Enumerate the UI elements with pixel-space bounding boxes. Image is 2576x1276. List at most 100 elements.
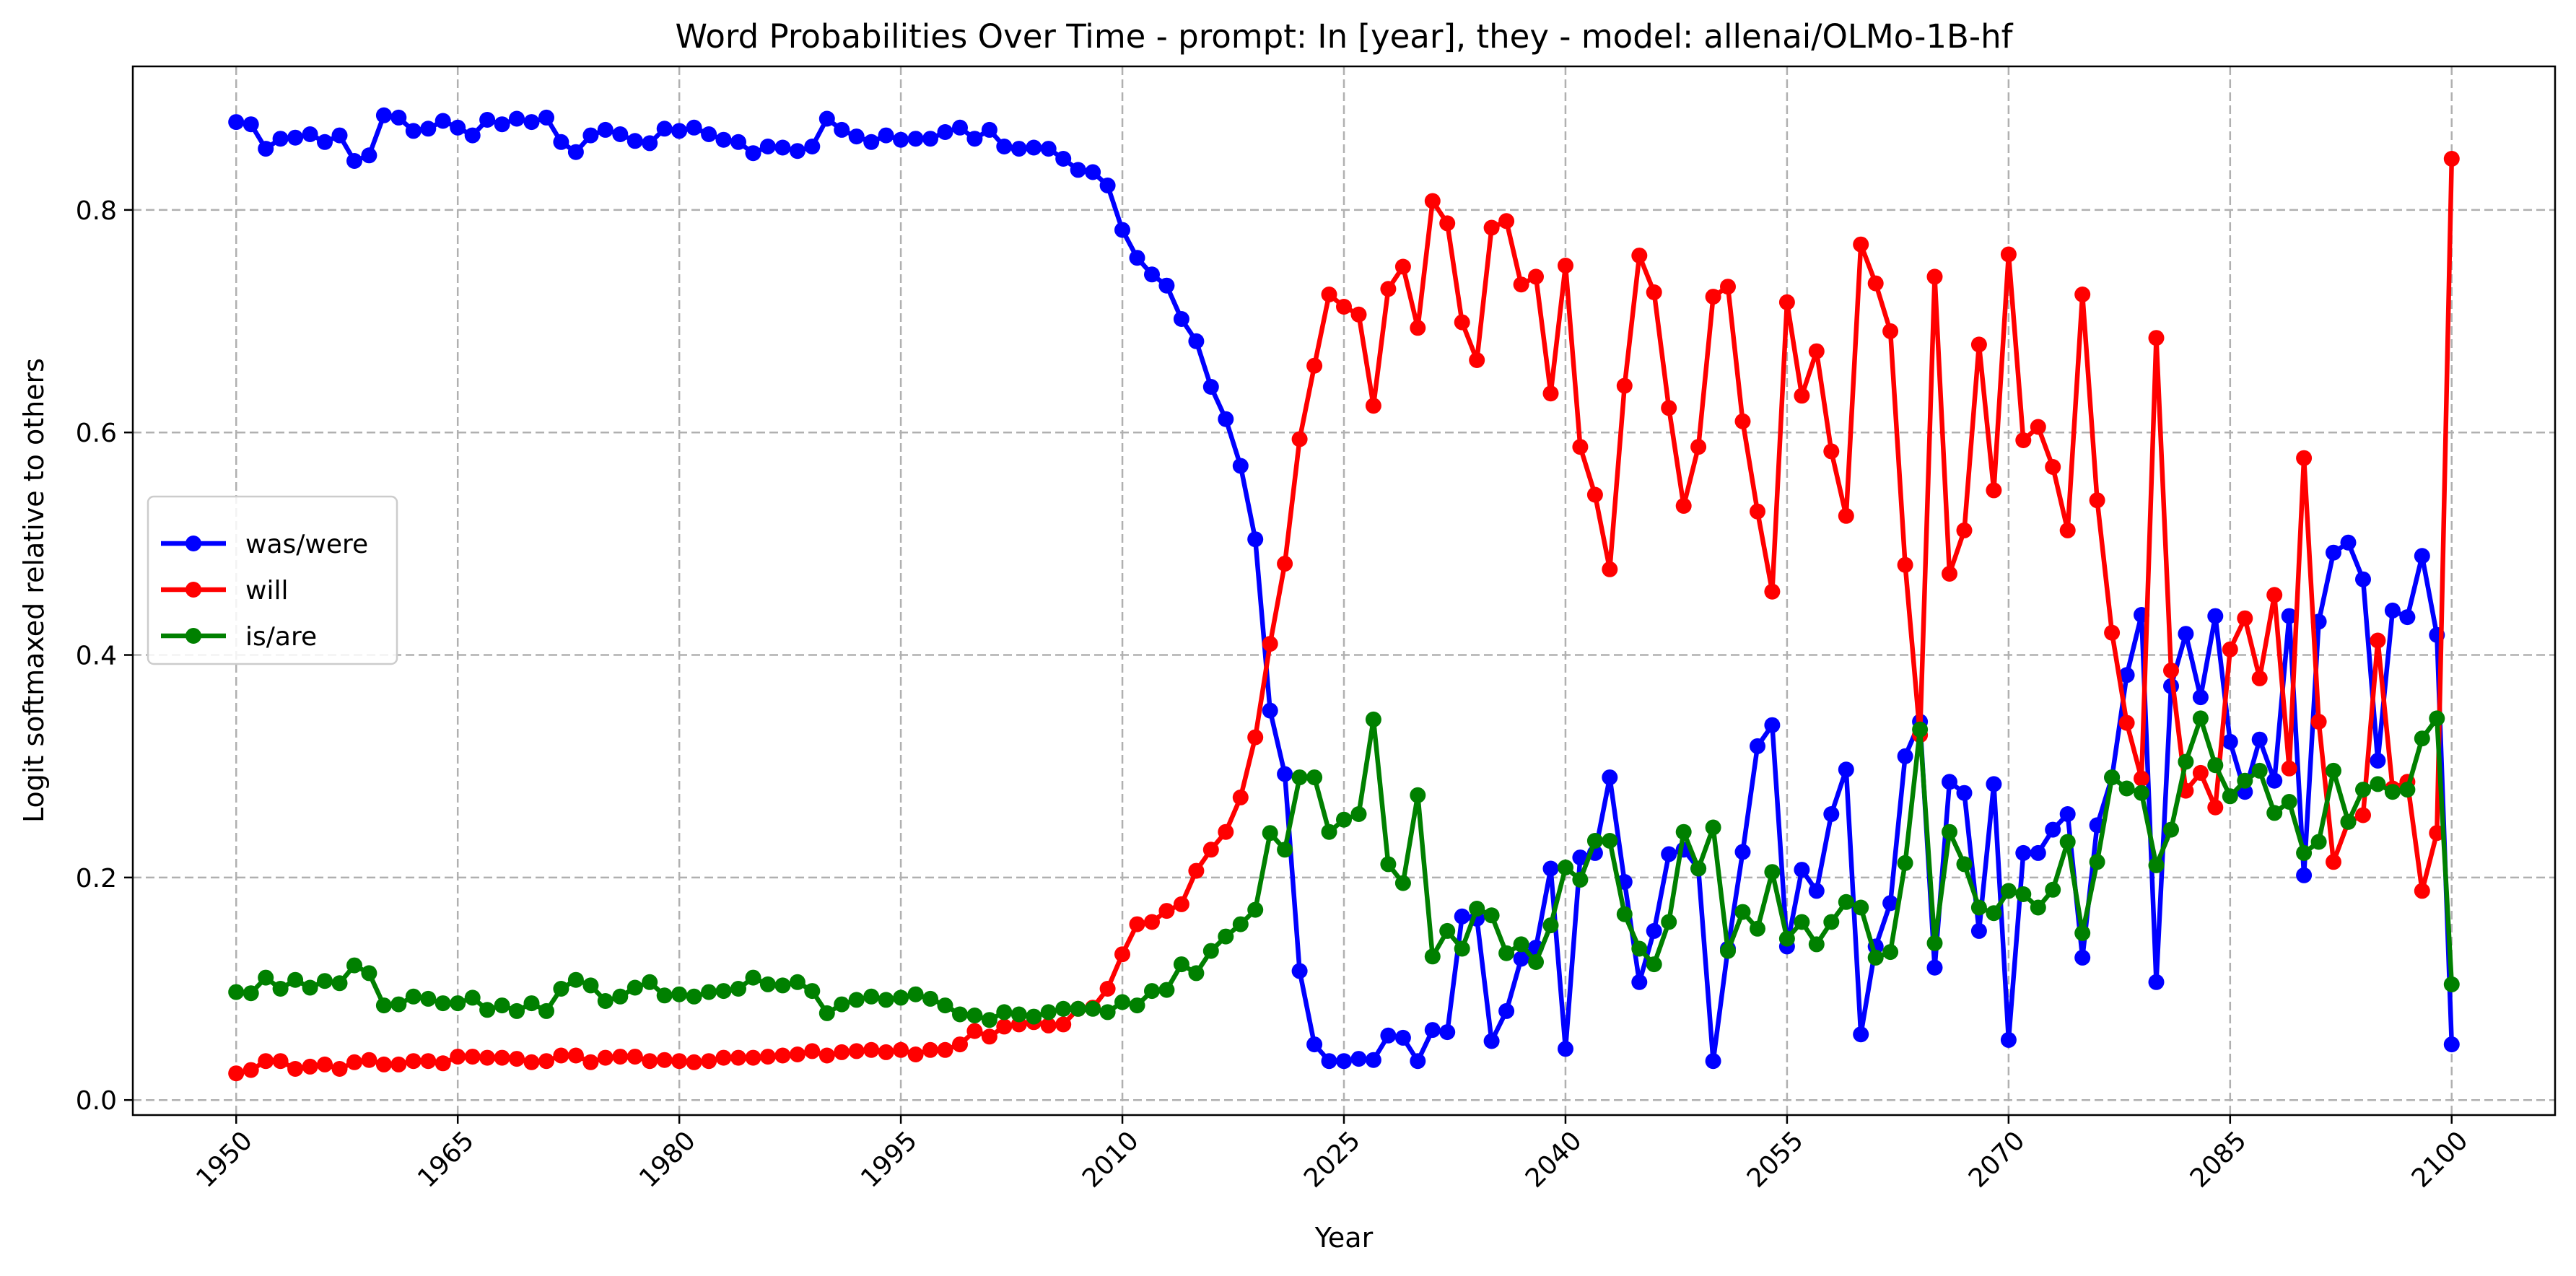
data-point-will	[2281, 760, 2297, 777]
data-point-is-are	[1158, 982, 1175, 998]
data-point-will	[405, 1053, 422, 1070]
data-point-was-were	[1365, 1052, 1381, 1068]
data-point-is-are	[1306, 769, 1323, 786]
data-point-was-were	[1247, 531, 1264, 548]
data-point-was-were	[582, 127, 599, 144]
data-point-will	[390, 1056, 407, 1072]
y-tick-label: 0.0	[76, 1086, 117, 1116]
data-point-was-were	[818, 110, 835, 127]
data-point-is-are	[730, 981, 746, 997]
data-point-is-are	[1808, 936, 1825, 953]
data-point-was-were	[1202, 379, 1219, 395]
data-point-is-are	[1986, 905, 2002, 922]
data-point-is-are	[2000, 883, 2017, 899]
data-point-was-were	[745, 145, 761, 162]
data-point-will	[1291, 431, 1308, 447]
data-point-is-are	[1778, 930, 1795, 947]
data-point-will	[1794, 388, 1810, 404]
x-axis-label: Year	[1314, 1222, 1374, 1254]
data-point-was-were	[538, 109, 554, 126]
data-point-was-were	[509, 110, 525, 127]
series-layer	[228, 107, 2460, 1082]
data-point-will	[450, 1049, 466, 1065]
data-point-is-are	[2030, 899, 2046, 916]
data-point-was-were	[1734, 844, 1751, 860]
data-point-is-are	[538, 1002, 554, 1019]
data-point-was-were	[258, 141, 274, 157]
data-point-is-are	[922, 990, 938, 1007]
data-point-will	[1764, 583, 1781, 600]
data-point-is-are	[937, 997, 953, 1014]
data-point-will	[1144, 914, 1160, 930]
data-point-will	[287, 1061, 304, 1077]
data-point-will	[981, 1028, 997, 1045]
data-point-will	[937, 1041, 953, 1058]
data-point-will	[1380, 281, 1397, 297]
data-point-will	[1040, 1017, 1057, 1034]
data-point-was-were	[331, 127, 348, 144]
data-point-was-were	[1705, 1053, 1721, 1070]
data-point-is-are	[1070, 1000, 1086, 1017]
data-point-is-are	[582, 977, 599, 994]
data-point-was-were	[287, 129, 304, 146]
data-point-is-are	[1572, 871, 1589, 888]
data-point-is-are	[1262, 825, 1278, 842]
data-point-was-were	[671, 123, 688, 139]
data-point-is-are	[435, 995, 451, 1012]
data-point-is-are	[1498, 945, 1515, 961]
data-point-was-were	[1750, 738, 1765, 754]
data-point-was-were	[848, 128, 865, 145]
data-point-will	[302, 1058, 318, 1075]
data-point-was-were	[375, 107, 392, 123]
data-point-is-are	[1912, 721, 1929, 738]
data-point-will	[1306, 357, 1323, 374]
data-point-was-were	[1498, 1002, 1515, 1019]
data-point-will	[2134, 770, 2149, 787]
data-point-is-are	[2310, 834, 2327, 850]
data-point-was-were	[1661, 846, 1677, 862]
data-point-will	[2310, 714, 2327, 730]
data-point-was-were	[937, 124, 953, 140]
legend-label: was/were	[245, 530, 368, 559]
data-point-is-are	[2296, 844, 2313, 861]
data-point-will	[1350, 306, 1367, 323]
data-point-is-are	[2118, 780, 2135, 797]
y-tick-label: 0.8	[76, 196, 117, 226]
legend-label: will	[245, 576, 288, 606]
data-point-is-are	[1277, 842, 1293, 858]
data-point-is-are	[1794, 914, 1810, 930]
data-point-will	[1867, 275, 1884, 292]
y-tick-label: 0.2	[76, 864, 117, 893]
data-point-was-were	[1483, 1033, 1500, 1049]
data-point-is-are	[2134, 785, 2149, 801]
data-point-is-are	[1055, 1000, 1072, 1017]
data-point-is-are	[228, 984, 245, 1000]
data-point-was-were	[1838, 761, 1854, 778]
data-point-is-are	[1336, 811, 1352, 828]
data-point-was-were	[2281, 608, 2297, 624]
data-point-is-are	[464, 989, 481, 1006]
data-point-is-are	[509, 1002, 525, 1019]
data-point-was-were	[464, 127, 481, 144]
data-point-is-are	[759, 976, 776, 992]
data-point-will	[966, 1023, 983, 1039]
data-point-will	[818, 1047, 835, 1064]
data-point-will	[258, 1053, 274, 1070]
data-point-will	[597, 1049, 614, 1066]
data-point-was-were	[1808, 883, 1825, 899]
data-point-is-are	[1750, 920, 1765, 937]
data-point-is-are	[1469, 901, 1485, 917]
data-point-was-were	[346, 153, 362, 169]
data-point-will	[686, 1054, 702, 1070]
data-point-was-were	[1410, 1053, 1426, 1070]
data-point-is-are	[2059, 834, 2076, 850]
data-point-will	[1218, 823, 1234, 840]
data-point-is-are	[302, 979, 318, 996]
data-point-was-were	[2192, 689, 2209, 706]
data-point-will	[922, 1041, 938, 1058]
data-point-will	[494, 1049, 510, 1066]
data-point-is-are	[2326, 762, 2341, 779]
data-point-was-were	[2118, 667, 2135, 683]
data-point-will	[1469, 352, 1485, 368]
data-point-is-are	[1734, 904, 1751, 920]
